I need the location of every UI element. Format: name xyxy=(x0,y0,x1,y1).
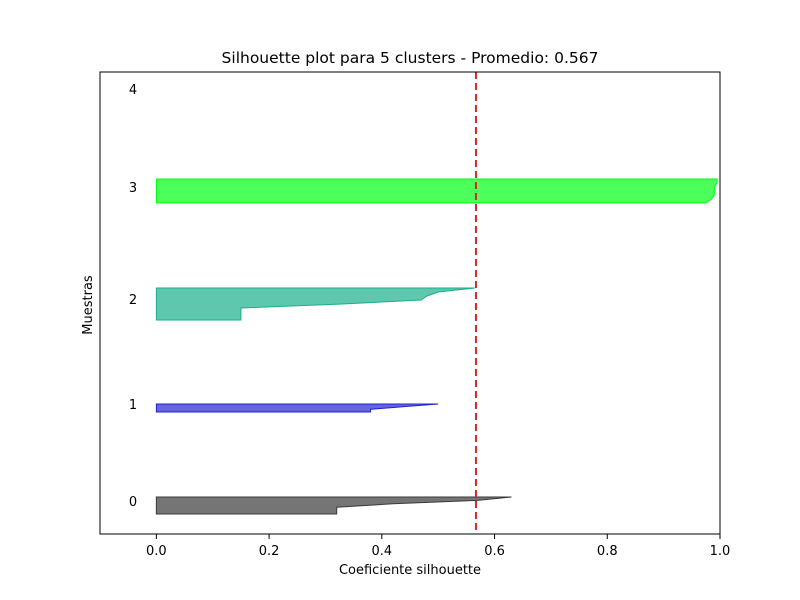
plot-frame xyxy=(99,71,721,535)
cluster-label-3: 3 xyxy=(129,181,137,196)
silhouette-area-cluster-0 xyxy=(155,496,512,515)
chart-title: Silhouette plot para 5 clusters - Promed… xyxy=(222,49,599,67)
cluster-labels: 0 1 2 3 4 xyxy=(129,83,137,510)
x-tick-label-0.0: 0.0 xyxy=(146,544,167,559)
cluster-label-4: 4 xyxy=(129,83,137,98)
x-tick-label-1.0: 1.0 xyxy=(710,544,731,559)
x-tick-label-0.4: 0.4 xyxy=(371,544,392,559)
silhouette-area-cluster-3 xyxy=(155,178,718,204)
cluster-label-1: 1 xyxy=(129,398,137,413)
cluster-label-0: 0 xyxy=(129,495,137,510)
x-tick-label-0.2: 0.2 xyxy=(259,544,280,559)
x-tick-label-0.6: 0.6 xyxy=(484,544,505,559)
cluster-label-2: 2 xyxy=(129,293,137,308)
clusters-layer xyxy=(155,178,718,515)
x-ticks: 0.0 0.2 0.4 0.6 0.8 1.0 xyxy=(146,534,730,559)
silhouette-area-cluster-1 xyxy=(155,403,439,413)
x-tick-label-0.8: 0.8 xyxy=(597,544,618,559)
y-axis-label: Muestras xyxy=(81,275,96,335)
x-axis-label: Coeficiente silhouette xyxy=(339,563,481,578)
silhouette-area-cluster-2 xyxy=(155,287,475,321)
